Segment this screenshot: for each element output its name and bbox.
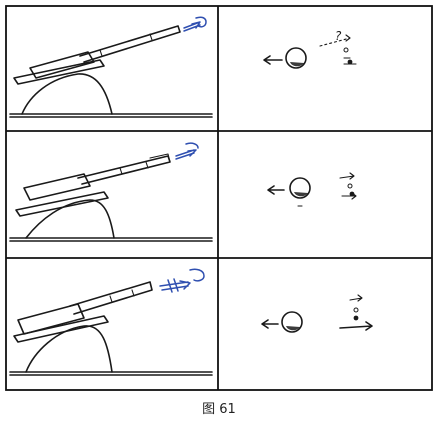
cannon-panel-3 xyxy=(9,268,213,376)
cannon-panel-1 xyxy=(9,16,213,118)
projectile-2 xyxy=(175,142,199,160)
ball-panel-1: ? xyxy=(263,29,357,69)
cannon-panel-2 xyxy=(9,142,213,242)
ball-panel-2 xyxy=(267,172,357,207)
question-mark: ? xyxy=(335,29,342,43)
outer-frame xyxy=(5,5,433,391)
projectile-1 xyxy=(183,16,207,32)
projectile-3 xyxy=(159,268,205,293)
figure-caption: 图 61 xyxy=(202,402,236,417)
ball-panel-3 xyxy=(261,294,373,333)
